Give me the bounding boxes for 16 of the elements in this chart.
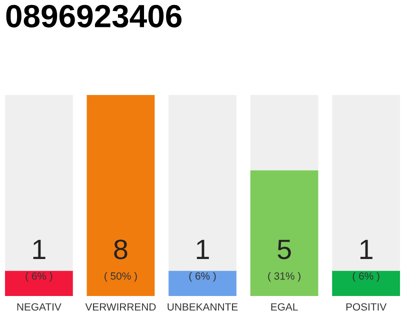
x-tick-label: NEGATIV (17, 303, 62, 311)
annotation: ( 31% ) (268, 272, 300, 282)
annotation: ( 50% ) (104, 272, 137, 282)
data-label: 1 (196, 240, 209, 259)
data-label: 1 (33, 240, 46, 259)
annotation: ( 6% ) (352, 272, 380, 282)
x-tick-label: UNBEKANNTE (168, 303, 238, 311)
data-label: 8 (114, 240, 128, 260)
annotation: ( 6% ) (26, 272, 52, 282)
x-tick-label: EGAL (271, 303, 298, 311)
data-label: 1 (360, 240, 372, 259)
data-label: 5 (278, 240, 291, 260)
x-tick-label: VERWIRREND (85, 303, 156, 310)
annotation: ( 6% ) (189, 272, 216, 282)
chart-title: 0896923406 (6, 4, 182, 28)
x-tick-label: POSITIV (346, 303, 387, 311)
